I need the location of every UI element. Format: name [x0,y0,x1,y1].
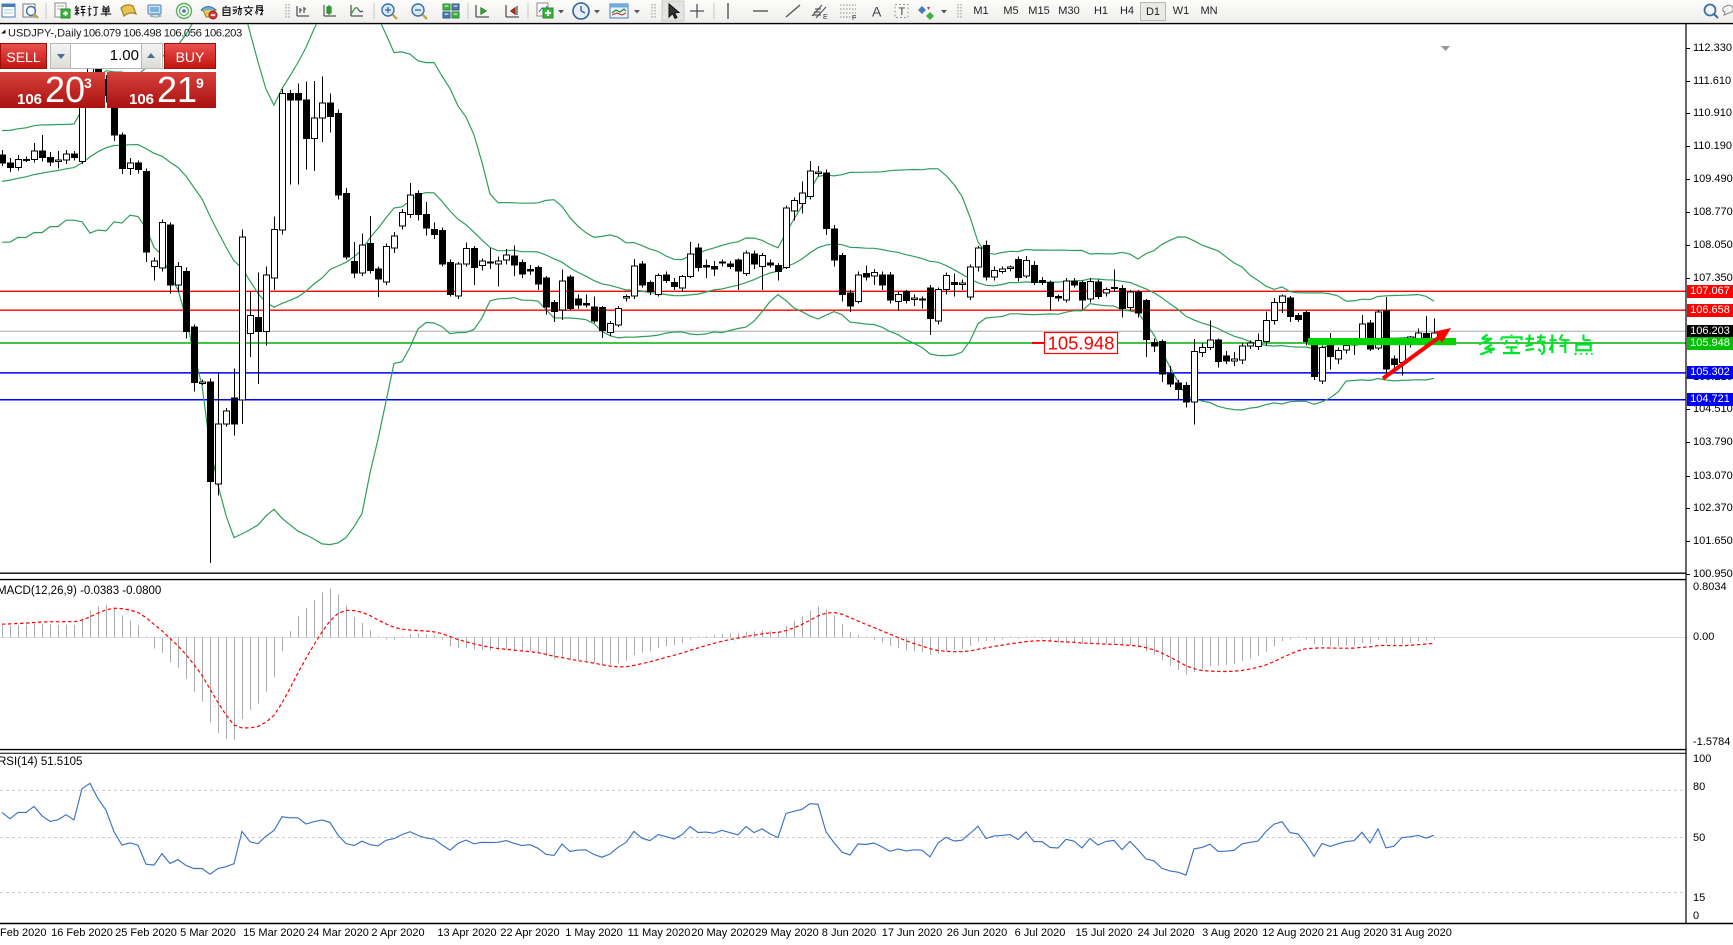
svg-text:106.079 106.498 106.056 106.20: 106.079 106.498 106.056 106.203 [83,28,242,40]
svg-text:MACD(12,26,9) -0.0383 -0.0800: MACD(12,26,9) -0.0383 -0.0800 [0,585,161,597]
svg-text:E: E [823,14,828,21]
svg-text:USDJPY-,Daily: USDJPY-,Daily [8,28,82,40]
svg-text:A: A [872,4,882,20]
svg-text:F: F [852,15,856,22]
svg-text:RSI(14) 51.5105: RSI(14) 51.5105 [0,756,82,768]
svg-text:T: T [899,6,906,18]
svg-text:105.948: 105.948 [1048,333,1115,354]
